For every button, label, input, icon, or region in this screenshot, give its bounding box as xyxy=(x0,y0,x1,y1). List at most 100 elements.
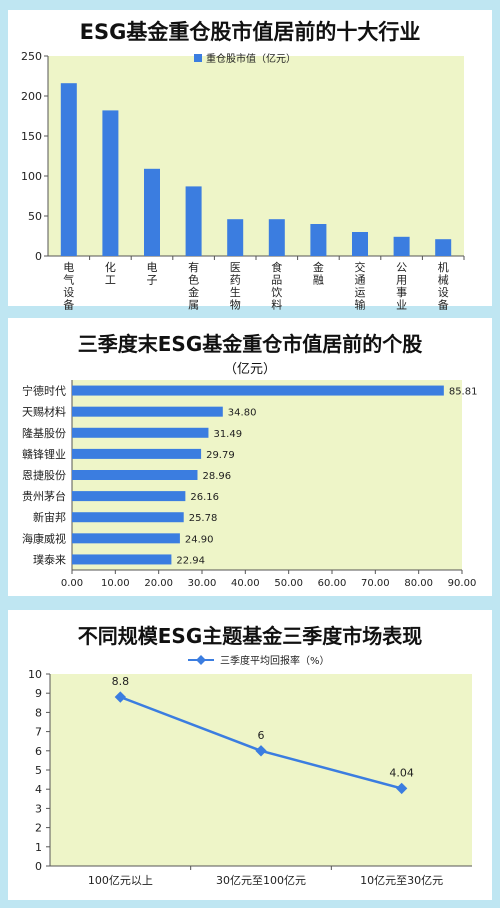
x-tick-label: 0.00 xyxy=(61,578,83,589)
bar xyxy=(72,491,186,502)
x-tick-label: 30.00 xyxy=(188,578,217,589)
legend-label: 重仓股市值（亿元） xyxy=(206,52,296,65)
bar xyxy=(72,512,184,523)
bar xyxy=(72,448,202,459)
x-tick-label-char: 设 xyxy=(438,286,449,299)
y-tick-label: 9 xyxy=(35,687,42,700)
x-tick-label-char: 电 xyxy=(147,261,158,274)
bar xyxy=(185,186,202,256)
y-tick-label: 150 xyxy=(21,130,42,143)
data-label: 8.8 xyxy=(112,675,130,688)
data-label: 24.90 xyxy=(185,534,214,545)
y-tick-label: 2 xyxy=(35,822,42,835)
y-tick-label: 8 xyxy=(35,706,42,719)
data-label: 85.81 xyxy=(449,387,478,398)
y-tick-label: 璞泰来 xyxy=(33,552,66,566)
bar xyxy=(144,168,160,256)
x-tick-label-char: 工 xyxy=(105,274,116,287)
y-tick-label: 4 xyxy=(35,783,42,796)
y-tick-label: 赣锋锂业 xyxy=(22,447,66,461)
x-tick-label-char: 械 xyxy=(438,273,449,287)
x-tick-label-char: 事 xyxy=(396,286,407,299)
return-line-chart: 0 1 2 3 4 5 6 7 8 9 10 三季度平均回报率（%） 8.8 100亿元以上 6 30亿元至1… xyxy=(28,654,472,887)
industry-chart-panel: ESG基金重仓股市值居前的十大行业 0 50 100 150 200 250 重仓股市值（亿… xyxy=(8,10,492,312)
y-tick-label: 海康威视 xyxy=(22,531,66,545)
data-label: 25.78 xyxy=(189,513,218,524)
x-tick-label-char: 医 xyxy=(230,261,241,274)
x-tick-label-char: 机 xyxy=(438,260,449,274)
x-tick-label: 90.00 xyxy=(448,578,477,589)
data-label: 29.79 xyxy=(206,450,235,461)
x-tick-label-char: 交 xyxy=(355,260,366,274)
x-tick-label-char: 备 xyxy=(438,298,449,312)
x-tick-label-char: 属 xyxy=(188,299,199,312)
x-tick-label-char: 有 xyxy=(188,260,199,274)
y-tick-label: 0 xyxy=(35,860,42,873)
industry-chart-title: ESG基金重仓股市值居前的十大行业 xyxy=(79,20,421,44)
x-tick-label-char: 融 xyxy=(313,274,324,287)
data-label: 31.49 xyxy=(213,429,242,440)
bar xyxy=(227,219,244,256)
data-label: 26.16 xyxy=(190,492,219,503)
x-tick-label-char: 料 xyxy=(271,298,282,312)
x-tick-label-char: 用 xyxy=(396,274,407,287)
bar xyxy=(72,554,172,565)
legend-label: 三季度平均回报率（%） xyxy=(220,654,330,667)
plot-area xyxy=(50,674,472,866)
return-chart-title: 不同规模ESG主题基金三季度市场表现 xyxy=(77,624,423,648)
bar xyxy=(310,224,327,256)
bar xyxy=(393,236,410,256)
x-tick-label: 80.00 xyxy=(404,578,433,589)
bar xyxy=(435,239,452,256)
data-point xyxy=(396,782,408,795)
y-tick-label: 250 xyxy=(21,50,42,63)
y-tick-label: 3 xyxy=(35,802,42,815)
x-tick-label-char: 物 xyxy=(230,298,241,312)
x-tick-label-char: 化 xyxy=(105,260,116,274)
bar xyxy=(72,406,223,417)
y-tick-label: 0 xyxy=(35,250,42,263)
bar xyxy=(102,110,119,257)
x-tick-label: 100亿元以上 xyxy=(88,874,153,887)
x-tick-label-char: 饮 xyxy=(271,286,282,299)
bar xyxy=(72,470,198,480)
x-tick-label-char: 设 xyxy=(63,286,74,299)
y-tick-label: 5 xyxy=(35,764,42,777)
x-tick-label-char: 金 xyxy=(313,260,324,274)
data-label: 6 xyxy=(258,729,265,742)
x-tick-label: 50.00 xyxy=(274,578,303,589)
stock-chart-panel: 三季度末ESG基金重仓市值居前的个股 （亿元） 0.00 10.00 20.00 30… xyxy=(8,318,492,596)
data-label: 4.04 xyxy=(389,766,414,779)
y-tick-label: 200 xyxy=(21,90,42,103)
x-tick-label: 10.00 xyxy=(101,578,130,589)
x-tick-label-char: 运 xyxy=(355,286,366,299)
x-tick-label-char: 业 xyxy=(396,299,407,312)
stock-bar-chart: 0.00 10.00 20.00 30.00 40.00 50.00 60.00 70.00 8… xyxy=(22,380,478,589)
x-tick-label-char: 药 xyxy=(230,274,241,287)
bar xyxy=(72,427,209,438)
x-tick-label: 10亿元至30亿元 xyxy=(360,874,443,887)
data-label: 28.96 xyxy=(202,471,231,482)
bar xyxy=(72,385,444,396)
x-tick-label-char: 食 xyxy=(271,260,282,274)
y-tick-label: 宁德时代 xyxy=(22,384,66,398)
bar xyxy=(352,232,368,256)
bar xyxy=(72,533,180,544)
bar xyxy=(60,83,77,256)
legend-marker xyxy=(196,655,206,665)
x-tick-label-char: 色 xyxy=(188,273,199,287)
x-tick-label: 20.00 xyxy=(144,578,173,589)
y-tick-label: 100 xyxy=(21,170,42,183)
y-tick-label: 贵州茅台 xyxy=(22,489,66,503)
y-tick-label: 新宙邦 xyxy=(33,510,66,524)
x-tick-label-char: 备 xyxy=(63,298,74,312)
data-label: 22.94 xyxy=(176,555,205,566)
x-tick-label-char: 通 xyxy=(355,274,366,287)
x-tick-label: 30亿元至100亿元 xyxy=(216,874,306,887)
y-tick-label: 恩捷股份 xyxy=(22,468,66,482)
x-tick-label-char: 金 xyxy=(188,285,199,299)
y-tick-label: 50 xyxy=(28,210,42,223)
data-label: 34.80 xyxy=(228,408,257,419)
x-tick-label: 70.00 xyxy=(361,578,390,589)
